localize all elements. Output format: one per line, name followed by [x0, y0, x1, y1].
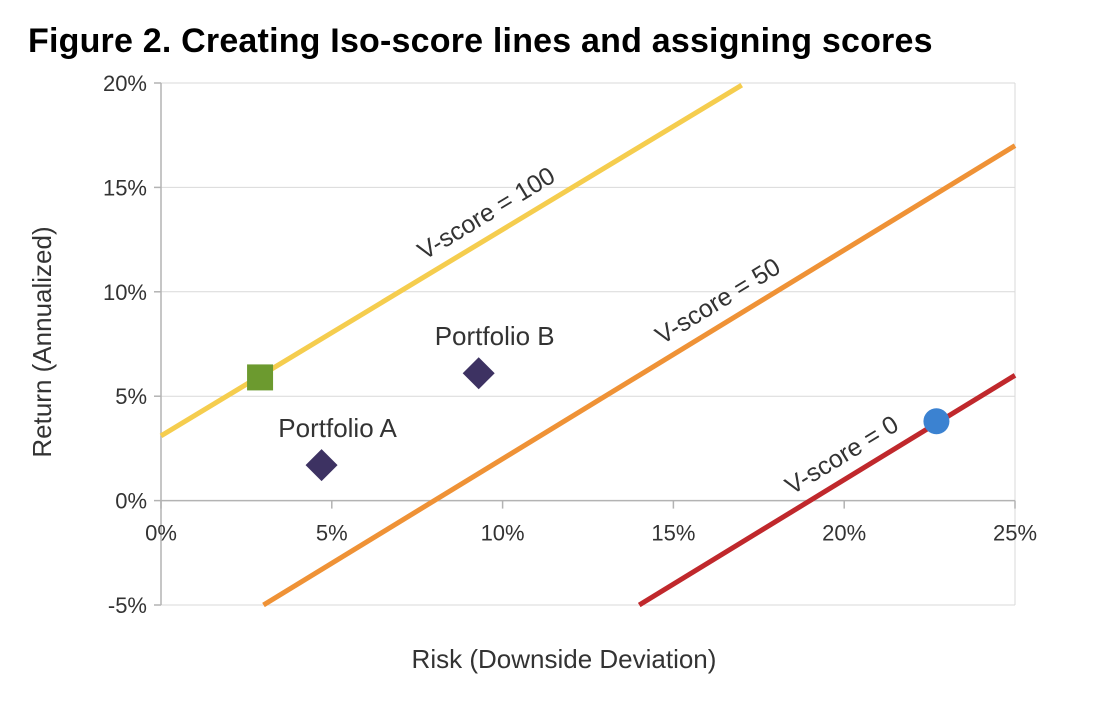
iso-line-label: V-score = 100	[413, 162, 560, 266]
iso-line-1	[262, 143, 1017, 608]
point-square	[247, 364, 274, 391]
y-tick-label: 0%	[115, 489, 147, 514]
x-tick-label: 5%	[316, 521, 348, 546]
x-tick-label: 15%	[651, 521, 695, 546]
y-axis-title: Return (Annualized)	[27, 226, 57, 457]
x-tick-label: 10%	[481, 521, 525, 546]
iso-line-label: V-score = 50	[650, 253, 785, 350]
y-tick-label: 10%	[103, 280, 147, 305]
x-tick-label: 25%	[993, 521, 1037, 546]
y-tick-label: 20%	[103, 71, 147, 96]
x-tick-label: 0%	[145, 521, 177, 546]
iso-line-2	[637, 373, 1017, 608]
x-axis-title: Risk (Downside Deviation)	[412, 644, 717, 674]
axis-layer: -5% 0% 5% 10% 15% 20% 0% 5% 10% 15% 20% 25% Risk (Do…	[27, 71, 1037, 674]
point-circle	[923, 408, 950, 435]
data-points	[247, 357, 950, 482]
y-tick-label: -5%	[108, 593, 147, 618]
y-tick-label: 5%	[115, 384, 147, 409]
point-label: Portfolio A	[278, 413, 397, 443]
iso-score-lines	[159, 82, 1017, 608]
point-diamond	[462, 357, 495, 390]
grid-layer	[161, 82, 1016, 606]
point-label: Portfolio B	[435, 321, 555, 351]
chart-title: Figure 2. Creating Iso-score lines and a…	[28, 22, 933, 60]
point-diamond	[305, 449, 338, 482]
x-tick-label: 20%	[822, 521, 866, 546]
y-tick-label: 15%	[103, 175, 147, 200]
